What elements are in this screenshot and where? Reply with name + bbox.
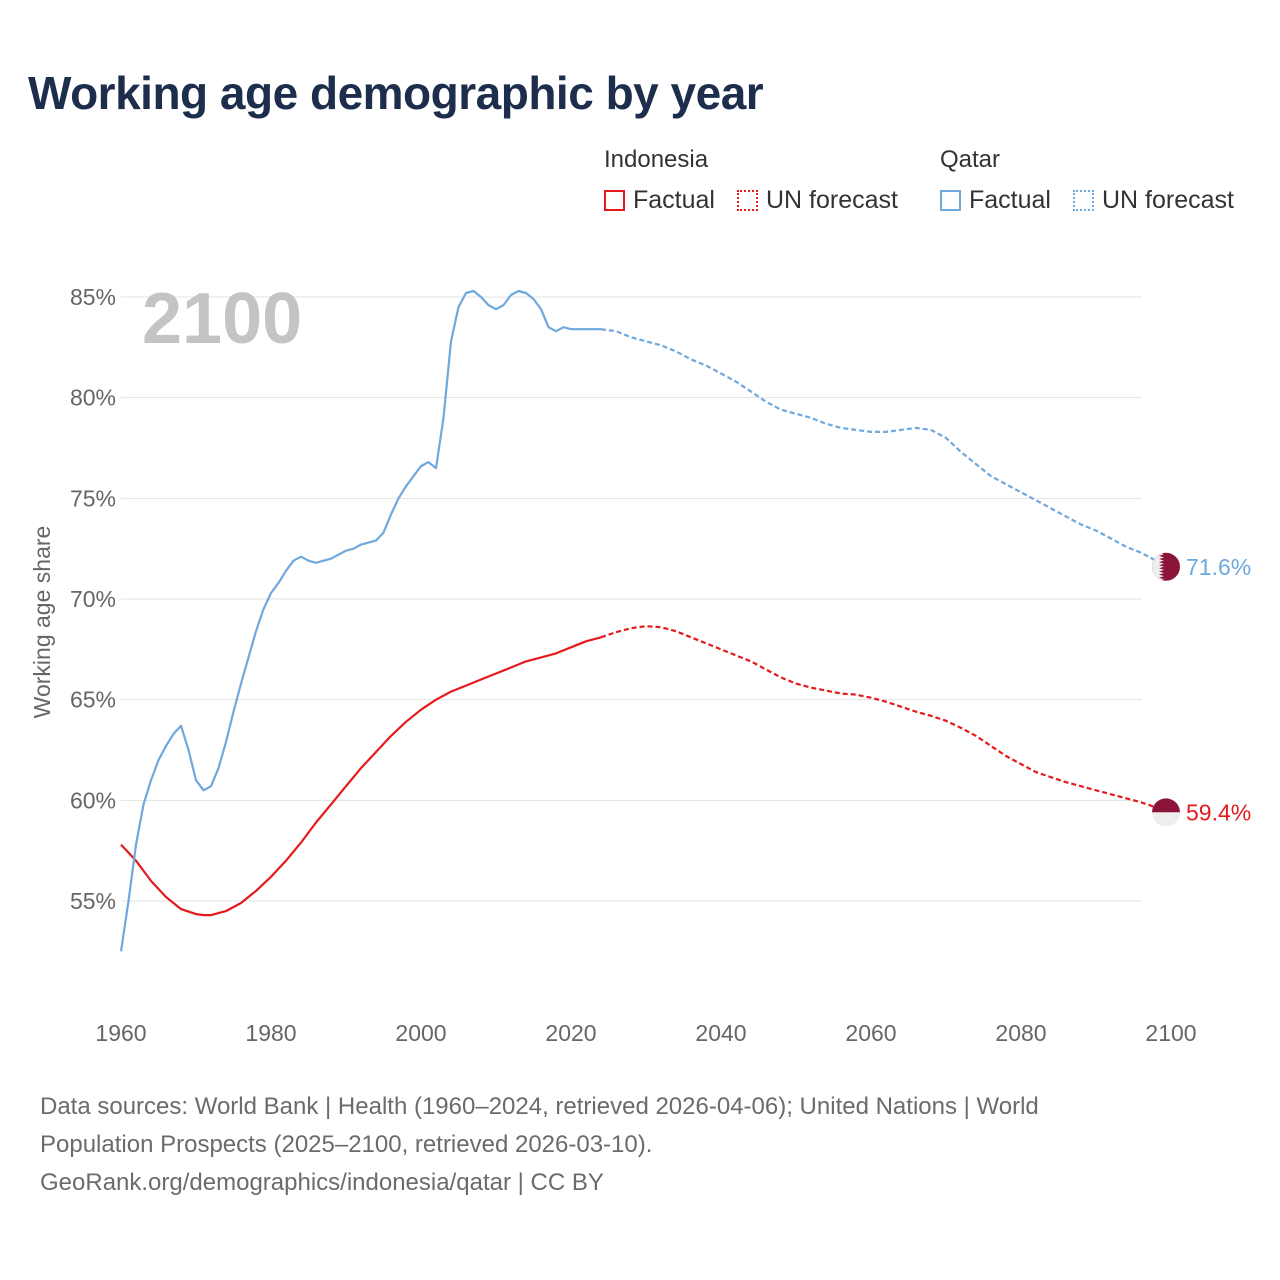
x-tick-label-1960: 1960: [95, 1020, 146, 1046]
x-tick-label-1980: 1980: [245, 1020, 296, 1046]
legend-indonesia-forecast[interactable]: UN forecast: [737, 186, 898, 215]
end-value-label-indonesia: 59.4%: [1186, 799, 1251, 825]
flag-icon: [1152, 552, 1164, 581]
series-lines: [119, 289, 1172, 952]
legend-indonesia-factual[interactable]: Factual: [604, 186, 715, 215]
series-line-qatar-factual: [119, 289, 601, 952]
y-tick-label-70: 70%: [70, 586, 116, 612]
x-tick-label-2000: 2000: [395, 1020, 446, 1046]
flag-icon: [1152, 812, 1181, 827]
x-tick-label-2080: 2080: [995, 1020, 1046, 1046]
legend-swatch-dotted-icon: [737, 190, 758, 211]
y-axis-label: Working age share: [29, 526, 55, 719]
line-chart: 2100 55% 60% 65% 70% 75% 80% 85% 1960 1980 2000 2…: [29, 279, 1251, 1046]
legend-country-qatar: Qatar: [940, 146, 1001, 173]
legend-indonesia-factual-label: Factual: [633, 186, 715, 214]
legend-swatch-solid-icon: [604, 190, 625, 211]
x-tick-label-2060: 2060: [845, 1020, 896, 1046]
y-tick-label-65: 65%: [70, 687, 116, 713]
legend-qatar-forecast-label: UN forecast: [1102, 186, 1234, 214]
legend-country-indonesia: Indonesia: [604, 146, 709, 173]
y-tick-label-60: 60%: [70, 787, 116, 813]
chart-title: Working age demographic by year: [28, 67, 764, 119]
footer-sources-line2: Population Prospects (2025–2100, retriev…: [40, 1131, 653, 1158]
gridlines: [121, 296, 1142, 902]
legend-qatar-factual[interactable]: Factual: [940, 186, 1051, 215]
end-value-label-qatar: 71.6%: [1186, 554, 1251, 580]
end-marker-indonesia[interactable]: 59.4%: [1152, 798, 1251, 827]
y-tick-label-85: 85%: [70, 284, 116, 310]
series-line-indonesia-forecast: [600, 625, 1172, 814]
x-tick-label-2040: 2040: [695, 1020, 746, 1046]
footer-credit[interactable]: GeoRank.org/demographics/indonesia/qatar…: [40, 1169, 604, 1196]
y-axis-ticks: 55% 60% 65% 70% 75% 80% 85%: [70, 284, 116, 914]
legend-qatar-forecast[interactable]: UN forecast: [1073, 186, 1234, 215]
legend-indonesia-forecast-label: UN forecast: [766, 186, 898, 214]
legend-swatch-dotted-icon: [1073, 190, 1094, 211]
series-end-markers[interactable]: 59.4% 71.6%: [1152, 552, 1251, 827]
footer-sources-line1: Data sources: World Bank | Health (1960–…: [40, 1093, 1039, 1120]
x-tick-label-2020: 2020: [545, 1020, 596, 1046]
end-marker-qatar[interactable]: 71.6%: [1152, 552, 1251, 581]
series-line-qatar-forecast: [600, 328, 1172, 568]
footer: Data sources: World Bank | Health (1960–…: [40, 1088, 1240, 1202]
legend-qatar-factual-label: Factual: [969, 186, 1051, 214]
y-tick-label-80: 80%: [70, 385, 116, 411]
x-tick-label-2100: 2100: [1145, 1020, 1196, 1046]
legend-swatch-solid-icon: [940, 190, 961, 211]
series-line-indonesia-factual: [120, 636, 602, 917]
y-tick-label-55: 55%: [70, 888, 116, 914]
year-watermark: 2100: [142, 279, 302, 359]
flag-icon: [1152, 798, 1181, 813]
x-axis-ticks: 1960 1980 2000 2020 2040 2060 2080 2100: [95, 1020, 1196, 1046]
y-tick-label-75: 75%: [70, 485, 116, 511]
